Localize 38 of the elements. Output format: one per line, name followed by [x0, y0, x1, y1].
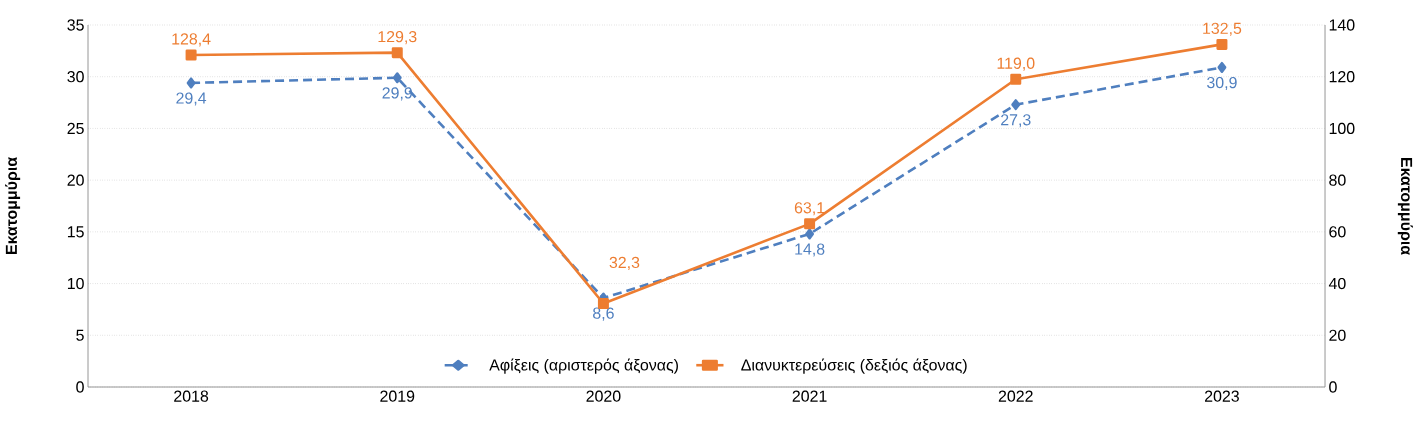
x-tick-label: 2021	[792, 390, 827, 402]
x-tick-label: 2018	[174, 390, 209, 402]
y2-tick-label: 60	[1329, 226, 1346, 238]
y-tick-label: 0	[76, 381, 84, 393]
data-label: 30,9	[1207, 76, 1237, 91]
data-label: 129,3	[378, 30, 417, 45]
legend-label: Διανυκτερεύσεις (δεξιός άξονας)	[741, 358, 967, 374]
data-label: 63,1	[794, 202, 825, 216]
y-tick-label: 15	[67, 226, 84, 238]
legend-label: Αφίξεις (αριστερός άξονας)	[489, 358, 678, 374]
y2-axis-title: Εκατομμύρια	[1397, 158, 1413, 255]
x-tick-label: 2019	[380, 390, 415, 402]
x-tick-label: 2023	[1205, 390, 1239, 402]
data-label: 27,3	[1001, 114, 1031, 128]
data-label: 128,4	[172, 33, 211, 47]
y-tick-label: 10	[67, 277, 84, 290]
x-tick-label: 2020	[586, 390, 621, 402]
data-label: 32,3	[609, 256, 640, 270]
y2-tick-label: 20	[1329, 329, 1346, 341]
y2-tick-label: 0	[1329, 381, 1337, 393]
data-label: 29,9	[382, 87, 413, 101]
y2-tick-label: 80	[1329, 174, 1346, 186]
y-tick-label: 25	[67, 122, 84, 135]
data-label: 14,8	[795, 243, 825, 257]
y-tick-label: 35	[67, 19, 84, 31]
y-tick-label: 20	[67, 174, 84, 186]
y-axis-title: Εκατομμύρια	[5, 157, 21, 254]
y-tick-label: 30	[67, 71, 84, 83]
y2-tick-label: 120	[1329, 71, 1355, 83]
y2-tick-label: 140	[1329, 19, 1355, 31]
data-label: 29,4	[176, 92, 207, 106]
y2-tick-label: 100	[1329, 122, 1355, 135]
data-label: 8,6	[593, 307, 614, 321]
x-tick-label: 2022	[998, 390, 1033, 402]
y-tick-label: 5	[76, 329, 84, 341]
data-label: 132,5	[1203, 22, 1242, 36]
data-label: 119,0	[997, 57, 1035, 71]
y2-tick-label: 40	[1328, 277, 1346, 290]
